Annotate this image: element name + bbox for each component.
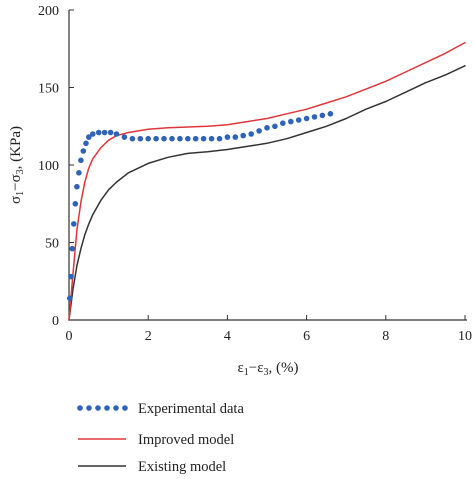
plot-series <box>67 41 466 321</box>
y-tick-label-50: 50 <box>45 237 59 252</box>
data-point <box>303 115 310 122</box>
y-tick-label-150: 150 <box>38 82 59 97</box>
data-point <box>280 120 286 126</box>
data-point <box>272 123 278 130</box>
axes <box>68 10 467 321</box>
y-tick-label-0: 0 <box>52 314 59 329</box>
data-point <box>113 131 120 137</box>
data-point <box>311 114 318 120</box>
legend: Experimental data Improved model Existin… <box>77 401 244 475</box>
data-point <box>78 157 84 164</box>
series-points-0 <box>67 111 334 302</box>
data-point <box>145 135 151 142</box>
x-axis-label: ε1−ε3, (%) <box>237 360 298 378</box>
data-point <box>232 134 239 140</box>
data-point <box>101 129 108 136</box>
x-tick-label-10: 10 <box>458 329 472 344</box>
data-point <box>107 129 114 136</box>
x-tick-label-6: 6 <box>303 329 310 344</box>
data-point <box>248 131 254 137</box>
data-point <box>295 117 302 123</box>
legend-label-existing: Existing model <box>138 459 226 475</box>
legend-label-improved: Improved model <box>138 432 234 448</box>
data-point <box>137 135 144 142</box>
data-point <box>169 135 175 142</box>
y-tick-label-200: 200 <box>38 4 59 19</box>
legend-item-experimental: Experimental data <box>77 401 244 417</box>
data-point <box>319 112 326 119</box>
data-point <box>177 135 183 142</box>
data-point <box>67 295 73 302</box>
data-point <box>129 135 136 142</box>
data-point <box>256 128 262 134</box>
data-point <box>288 118 294 125</box>
series-line-1 <box>68 41 466 321</box>
y-axis-label: σ1−σ3, (KPa) <box>8 126 26 204</box>
series-line-2 <box>68 65 466 321</box>
data-point <box>69 245 75 252</box>
data-point <box>72 201 79 207</box>
legend-label-experimental: Experimental data <box>138 401 244 417</box>
data-point <box>80 148 87 154</box>
legend-dot <box>95 405 101 411</box>
legend-marker-experimental <box>77 405 128 411</box>
y-tick-label-100: 100 <box>38 159 59 174</box>
data-point <box>153 135 159 142</box>
data-point <box>264 125 270 131</box>
data-point <box>327 111 334 117</box>
data-point <box>161 135 167 142</box>
data-point <box>240 132 246 139</box>
data-point <box>68 273 74 280</box>
legend-dot <box>122 405 128 411</box>
ticks <box>68 9 466 321</box>
legend-dot <box>86 405 92 411</box>
x-tick-label-2: 2 <box>145 329 152 344</box>
data-point <box>200 135 207 142</box>
data-point <box>224 134 231 140</box>
data-point <box>86 134 92 140</box>
x-tick-label-8: 8 <box>382 329 389 344</box>
legend-dot <box>77 405 83 411</box>
x-tick-label-0: 0 <box>66 329 73 344</box>
data-point <box>76 170 82 176</box>
legend-item-improved: Improved model <box>78 432 234 448</box>
legend-dot <box>104 405 110 411</box>
data-point <box>71 221 77 227</box>
data-point <box>74 183 80 190</box>
legend-dot <box>113 405 119 411</box>
data-point <box>90 131 96 137</box>
data-point <box>208 135 215 142</box>
x-tick-label-4: 4 <box>224 329 231 344</box>
data-point <box>83 140 89 147</box>
legend-item-existing: Existing model <box>78 459 226 475</box>
data-point <box>95 129 102 136</box>
data-point <box>192 135 199 142</box>
data-point <box>185 135 191 142</box>
data-point <box>216 135 223 142</box>
data-point <box>121 134 128 140</box>
